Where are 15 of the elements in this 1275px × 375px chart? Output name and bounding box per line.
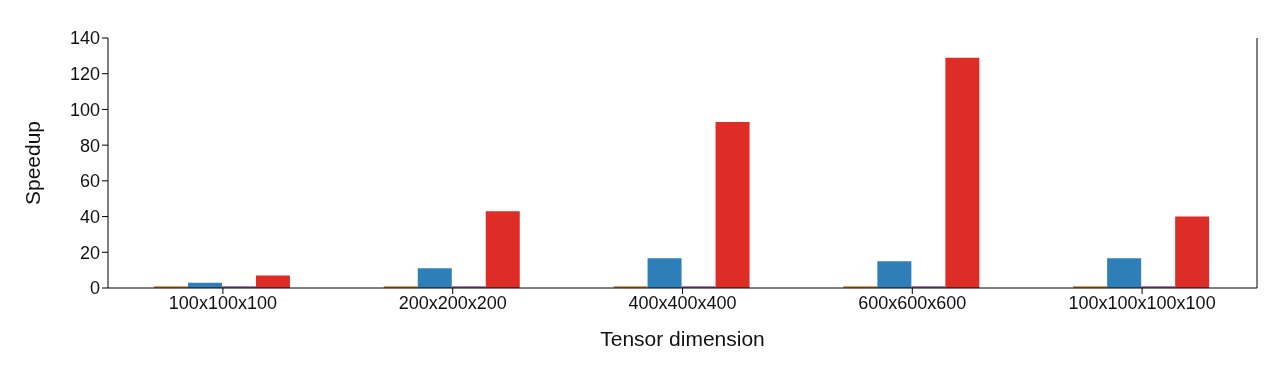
x-tick-label: 600x600x600 [858, 292, 967, 313]
y-axis-title: Speedup [21, 120, 45, 206]
y-tick-label: 100 [69, 99, 100, 120]
x-tick-label: 100x100x100 [168, 292, 277, 313]
y-tick-label: 120 [69, 64, 100, 85]
y-tick-label: 80 [79, 135, 100, 156]
x-tick-label: 400x400x400 [628, 292, 737, 313]
x-tick-label: 200x200x200 [398, 292, 507, 313]
y-tick-label: 140 [69, 28, 100, 49]
x-axis-title: Tensor dimension [600, 327, 765, 350]
y-tick-label: 20 [79, 242, 100, 263]
y-tick-label: 60 [79, 171, 100, 192]
x-tick-label: 100x100x100x100 [1068, 292, 1216, 313]
y-tick-label: 40 [79, 206, 100, 227]
y-tick-label: 0 [89, 278, 100, 299]
